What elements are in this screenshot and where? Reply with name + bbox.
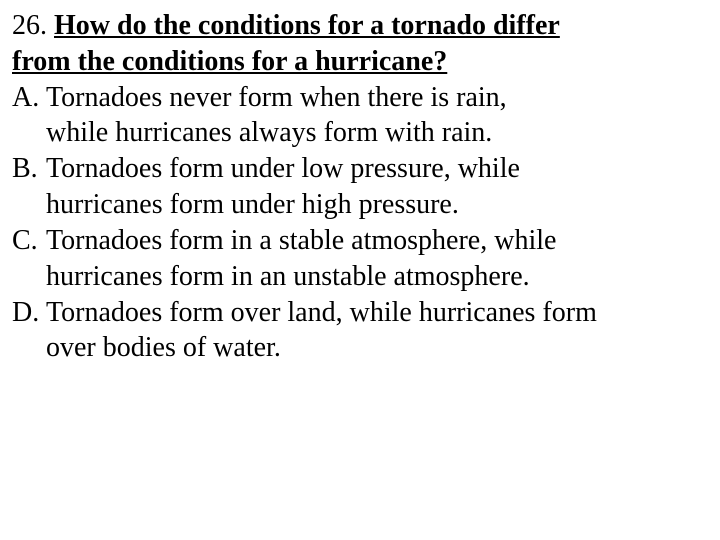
question-line-2: from the conditions for a hurricane? [12, 44, 708, 80]
option-b: B. Tornadoes form under low pressure, wh… [12, 151, 708, 223]
question-block: 26. How do the conditions for a tornado … [0, 0, 720, 378]
option-d-line-2: over bodies of water. [46, 332, 281, 363]
option-a-text: Tornadoes never form when there is rain,… [46, 80, 708, 152]
option-d-text: Tornadoes form over land, while hurrican… [46, 295, 708, 367]
option-c-letter: C. [12, 223, 46, 259]
option-d-letter: D. [12, 295, 46, 331]
option-b-line-2: hurricanes form under high pressure. [46, 189, 459, 220]
option-c-line-1: Tornadoes form in a stable atmosphere, w… [46, 225, 556, 256]
option-b-line-1: Tornadoes form under low pressure, while [46, 153, 520, 184]
option-b-text: Tornadoes form under low pressure, while… [46, 151, 708, 223]
question-line-1: 26. How do the conditions for a tornado … [12, 8, 708, 44]
option-a-letter: A. [12, 80, 46, 116]
question-text-line-2: from the conditions for a hurricane? [12, 46, 447, 77]
option-d: D. Tornadoes form over land, while hurri… [12, 295, 708, 367]
question-number: 26. [12, 10, 47, 41]
option-a-line-2: while hurricanes always form with rain. [46, 117, 492, 148]
option-a: A. Tornadoes never form when there is ra… [12, 80, 708, 152]
option-a-line-1: Tornadoes never form when there is rain, [46, 82, 507, 113]
option-b-letter: B. [12, 151, 46, 187]
option-d-line-1: Tornadoes form over land, while hurrican… [46, 297, 597, 328]
option-c-line-2: hurricanes form in an unstable atmospher… [46, 261, 530, 292]
question-text-line-1: How do the conditions for a tornado diff… [54, 10, 560, 41]
option-c: C. Tornadoes form in a stable atmosphere… [12, 223, 708, 295]
option-c-text: Tornadoes form in a stable atmosphere, w… [46, 223, 708, 295]
